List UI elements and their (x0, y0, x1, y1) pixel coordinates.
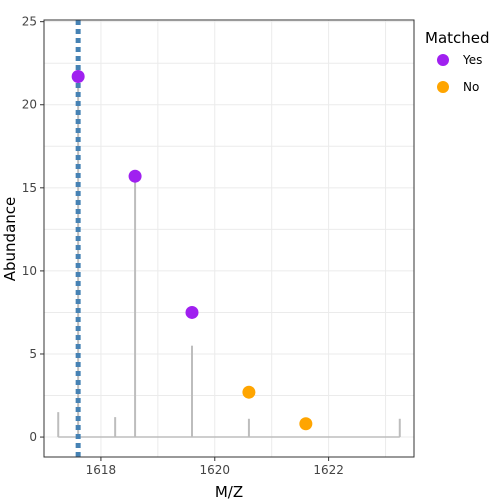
plot-panel-border (43, 19, 415, 458)
y-tick-label: 10 (22, 264, 37, 278)
x-tick-label: 1618 (86, 463, 117, 477)
point-no (299, 417, 313, 431)
legend-swatch-yes (437, 54, 449, 66)
y-tick-label: 5 (29, 347, 37, 361)
point-no (242, 385, 256, 399)
point-yes (71, 69, 85, 83)
legend-label-no: No (463, 80, 479, 94)
y-axis-title: Abundance (1, 197, 19, 282)
x-axis-ticks: 1618 1620 1622 (86, 457, 344, 477)
grid (43, 20, 414, 457)
x-axis-title: M/Z (215, 483, 243, 500)
spectrum (57, 76, 401, 438)
legend-title: Matched (425, 29, 490, 47)
data-points (71, 69, 313, 431)
x-tick-label: 1622 (313, 463, 344, 477)
point-yes (128, 169, 142, 183)
x-tick-label: 1620 (199, 463, 230, 477)
legend: Matched Yes No (425, 29, 490, 94)
y-tick-label: 25 (22, 15, 37, 29)
y-tick-label: 20 (22, 98, 37, 112)
y-tick-label: 0 (29, 430, 37, 444)
y-axis-ticks: 0 5 10 15 20 25 (22, 15, 44, 444)
y-tick-label: 15 (22, 181, 37, 195)
legend-swatch-no (437, 81, 449, 93)
point-yes (185, 305, 199, 319)
legend-label-yes: Yes (462, 53, 482, 67)
